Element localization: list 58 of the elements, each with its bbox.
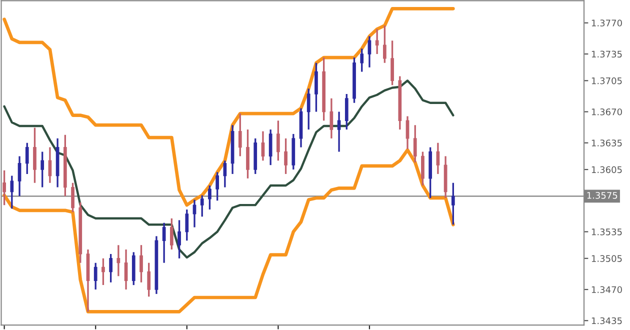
candlestick xyxy=(436,142,440,175)
candlestick xyxy=(124,248,128,290)
candlestick xyxy=(406,115,410,150)
candlestick xyxy=(71,182,74,214)
candlestick xyxy=(238,112,242,158)
y-tick-label: 1.3505 xyxy=(592,255,622,262)
y-tick-label: 1.3605 xyxy=(592,166,622,174)
candlestick xyxy=(268,128,272,166)
candlestick xyxy=(40,150,44,188)
y-tick-label: 1.3535 xyxy=(592,228,622,236)
y-tick-label: 1.3770 xyxy=(592,20,622,26)
candlestick xyxy=(284,138,288,175)
y-tick-label: 1.3635 xyxy=(592,140,622,146)
candlestick xyxy=(216,171,219,202)
line-series xyxy=(3,80,454,259)
candlestick xyxy=(375,28,379,55)
y-tick-label: 1.3470 xyxy=(592,286,622,294)
candlestick xyxy=(140,244,143,284)
candlestick xyxy=(200,194,204,218)
candlestick xyxy=(413,124,417,164)
candlestick xyxy=(314,62,318,113)
line-series xyxy=(2,6,455,207)
candlestick xyxy=(330,98,334,140)
candlestick xyxy=(451,182,455,226)
candlestick xyxy=(246,128,250,180)
candlestick xyxy=(390,40,394,86)
candlestick xyxy=(185,208,189,242)
candlestick xyxy=(192,198,196,228)
candlestick xyxy=(360,48,364,73)
candlestick xyxy=(10,174,14,210)
candlestick xyxy=(147,262,151,298)
candlestick xyxy=(223,160,227,188)
y-tick-label: 1.3670 xyxy=(592,108,622,116)
candlestick xyxy=(306,88,310,130)
candlestick xyxy=(337,110,341,153)
y-tick-label: 1.3735 xyxy=(592,50,622,58)
candlestick xyxy=(109,253,112,284)
candlestick xyxy=(276,120,280,162)
candlestick xyxy=(178,219,181,260)
candlestick xyxy=(368,35,372,68)
y-tick-label: 1.3435 xyxy=(592,317,622,324)
y-tick-label: 1.3705 xyxy=(592,77,622,84)
candlestick xyxy=(383,24,386,64)
candlestick xyxy=(116,244,120,278)
candlestick xyxy=(208,184,212,210)
candlestick xyxy=(25,142,29,175)
candlestick xyxy=(18,155,22,198)
candlestick xyxy=(421,150,424,186)
candlestick xyxy=(102,258,105,286)
candlestick xyxy=(162,222,166,264)
candlestick xyxy=(344,93,348,130)
candlestick xyxy=(261,130,265,162)
line-series xyxy=(2,148,455,314)
candlestick xyxy=(33,126,36,184)
candlestick xyxy=(94,262,98,290)
ref-line-label: 1.3575 xyxy=(587,192,618,199)
candlestick xyxy=(170,218,174,250)
candlestick xyxy=(2,170,6,206)
